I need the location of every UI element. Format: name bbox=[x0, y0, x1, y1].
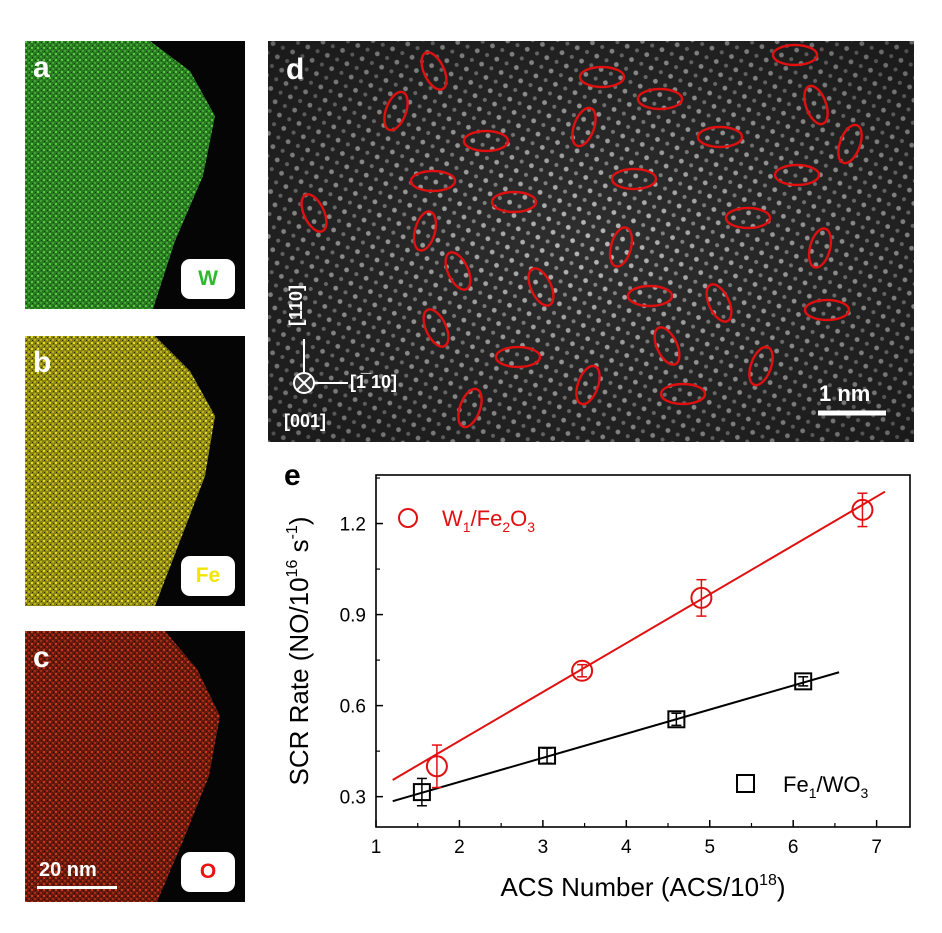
atom-ellipse bbox=[803, 84, 829, 126]
atom-ellipse bbox=[803, 298, 851, 322]
y-tick-label: 0.6 bbox=[340, 697, 366, 718]
atom-ellipse bbox=[462, 129, 510, 153]
legend-marker-fe1wo3 bbox=[736, 774, 755, 793]
y-axis-title: SCR Rate (NO/1016 s-1) bbox=[284, 516, 314, 785]
panel-label-d: d bbox=[286, 53, 305, 86]
scalebar-c-label: 20 nm bbox=[39, 859, 97, 881]
axis-label-001: [001] bbox=[284, 411, 327, 431]
scalebar-c-line bbox=[37, 886, 117, 889]
panel-label-b: b bbox=[33, 346, 52, 379]
fit-line-fe1wo3 bbox=[392, 671, 840, 803]
legend-label-fe1wo3: Fe1/WO3 bbox=[783, 772, 868, 801]
data-point-w1fe2o3 bbox=[690, 586, 713, 609]
atom-ellipse bbox=[409, 169, 457, 193]
atom-ellipse bbox=[444, 251, 472, 291]
panel-label-a: a bbox=[33, 51, 50, 84]
atom-ellipse bbox=[608, 226, 634, 268]
atom-ellipse bbox=[457, 387, 483, 429]
panel-label-e: e bbox=[284, 459, 301, 492]
eds-map-o bbox=[25, 631, 220, 902]
plot-frame bbox=[375, 474, 911, 828]
eds-map-fe bbox=[25, 336, 215, 606]
x-tick-label: 5 bbox=[704, 837, 715, 858]
atom-ellipse bbox=[527, 267, 555, 307]
atom-ellipse bbox=[412, 210, 438, 252]
y-tick-label: 0.9 bbox=[340, 606, 366, 627]
atom-ellipse bbox=[420, 51, 448, 91]
atom-ellipse bbox=[653, 326, 681, 366]
atom-ellipse bbox=[578, 65, 626, 89]
atom-ellipse bbox=[300, 193, 328, 233]
x-tick-label: 7 bbox=[871, 837, 882, 858]
atom-ellipse bbox=[575, 364, 601, 406]
haadf-stem-image bbox=[268, 41, 914, 442]
atom-ellipse bbox=[626, 284, 674, 308]
element-badge-fe: Fe bbox=[181, 556, 235, 596]
y-tick-label: 0.3 bbox=[340, 788, 366, 809]
atom-ellipse bbox=[383, 90, 409, 132]
eds-map-o-panel: c 20 nm O bbox=[25, 631, 245, 902]
haadf-stem-image-panel: d [110] [1̅ 10] [001] 1 nm bbox=[268, 41, 914, 442]
y-tick-label: 1.2 bbox=[340, 515, 366, 536]
eds-map-w-panel: a W bbox=[25, 41, 245, 309]
single-atom-ellipses bbox=[300, 43, 863, 429]
x-tick-label: 1 bbox=[371, 837, 382, 858]
data-point-fe1wo3 bbox=[667, 710, 686, 729]
atom-ellipse bbox=[494, 345, 542, 369]
x-tick-label: 4 bbox=[621, 837, 632, 858]
axis-label-110-vertical: [110] bbox=[286, 284, 306, 326]
scalebar-d-label: 1 nm bbox=[819, 381, 871, 406]
atom-ellipse bbox=[659, 382, 707, 406]
eds-map-fe-panel: b Fe bbox=[25, 336, 245, 606]
element-badge-o: O bbox=[181, 852, 235, 892]
data-point-w1fe2o3 bbox=[425, 755, 448, 778]
atom-ellipse bbox=[571, 106, 597, 148]
atom-ellipse bbox=[771, 43, 819, 67]
data-point-fe1wo3 bbox=[412, 783, 431, 802]
atom-ellipse bbox=[773, 163, 821, 187]
element-label-o: O bbox=[199, 860, 217, 883]
data-point-fe1wo3 bbox=[794, 672, 813, 691]
atom-ellipse bbox=[696, 125, 744, 149]
atom-ellipse bbox=[705, 283, 733, 323]
data-point-w1fe2o3 bbox=[571, 659, 594, 682]
fit-line-w1fe2o3 bbox=[392, 490, 886, 781]
crystal-axes bbox=[293, 339, 348, 394]
atom-ellipse bbox=[748, 345, 774, 387]
legend-label-w1fe2o3: W1/Fe2O3 bbox=[442, 506, 535, 535]
axis-label-bar110: [1̅ 10] bbox=[350, 372, 398, 392]
element-badge-w: W bbox=[181, 259, 235, 299]
x-tick-label: 3 bbox=[538, 837, 549, 858]
x-tick-label: 2 bbox=[454, 837, 465, 858]
atom-ellipse bbox=[422, 308, 450, 348]
element-label-fe: Fe bbox=[195, 564, 221, 587]
legend-marker-w1fe2o3 bbox=[398, 508, 418, 528]
atom-ellipse bbox=[636, 87, 684, 111]
atom-ellipse bbox=[807, 227, 833, 269]
data-point-fe1wo3 bbox=[538, 746, 557, 765]
panel-label-c: c bbox=[33, 641, 50, 674]
x-axis-title: ACS Number (ACS/1018) bbox=[500, 872, 785, 902]
atom-ellipse bbox=[610, 167, 658, 191]
element-label-w: W bbox=[198, 267, 218, 290]
atom-ellipse bbox=[724, 206, 772, 230]
atom-ellipse bbox=[490, 190, 538, 214]
x-tick-label: 6 bbox=[788, 837, 799, 858]
atom-ellipse bbox=[837, 123, 863, 165]
eds-map-w bbox=[25, 41, 215, 309]
data-point-w1fe2o3 bbox=[851, 498, 874, 521]
